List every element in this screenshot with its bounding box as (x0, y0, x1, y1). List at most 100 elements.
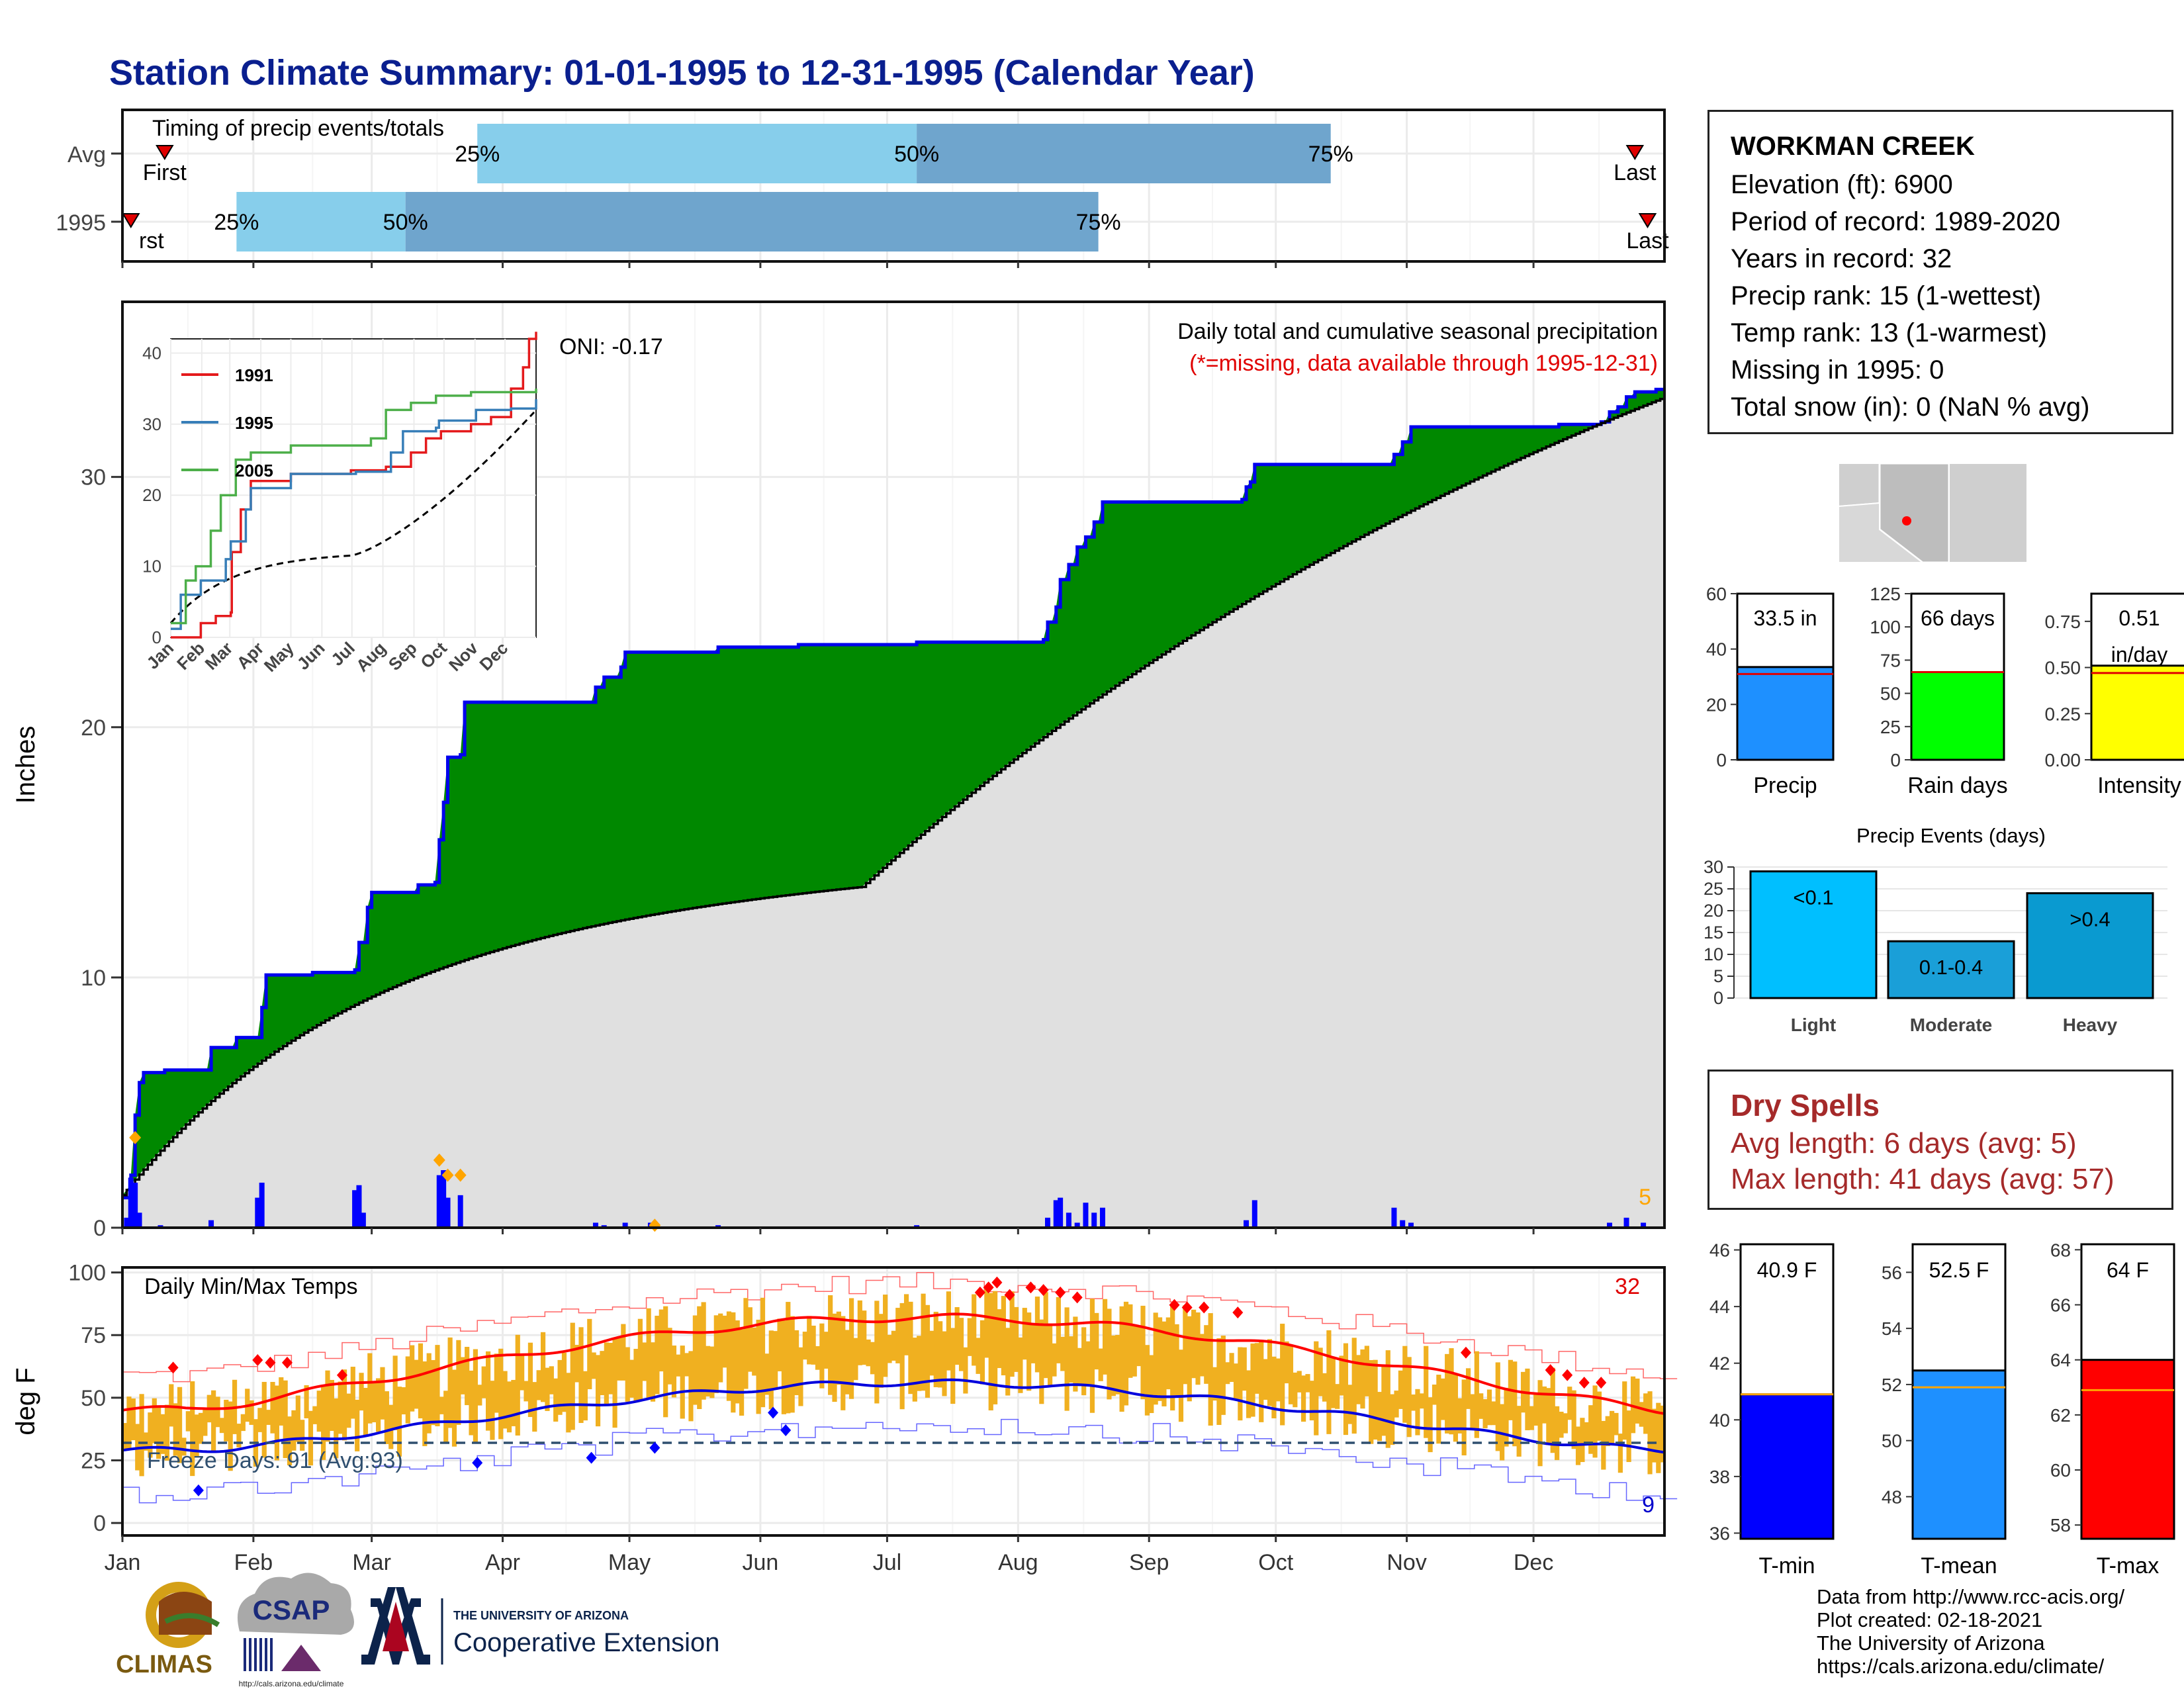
daily-temp-range-bar (1398, 1371, 1403, 1409)
temp-gauge-tick-label: 52 (1882, 1375, 1902, 1395)
daily-temp-range-bar (773, 1331, 778, 1389)
gauge-value-label: 0.51 (2118, 606, 2160, 630)
daily-precip-bar (1045, 1218, 1050, 1228)
map-region (1839, 463, 1880, 506)
gauge-tick-label: 0.50 (2045, 658, 2081, 678)
daily-temp-range-bar (1242, 1348, 1247, 1391)
daily-temp-range-bar (824, 1332, 829, 1369)
daily-temp-range-bar (1255, 1343, 1259, 1394)
daily-temp-range-bar (325, 1371, 330, 1442)
daily-temp-range-bar (1208, 1313, 1213, 1426)
daily-temp-range-bar (1551, 1368, 1555, 1453)
daily-temp-range-bar (815, 1346, 820, 1370)
daily-temp-range-bar (1018, 1338, 1023, 1393)
daily-temp-range-bar (629, 1360, 634, 1398)
daily-temp-range-bar (832, 1314, 837, 1402)
daily-temp-range-bar (372, 1382, 377, 1422)
percentile-label: 25% (214, 210, 259, 235)
daily-temp-range-bar (1310, 1381, 1314, 1420)
daily-precip-bar (259, 1183, 265, 1228)
gauge-bar (1911, 672, 2004, 760)
daily-temp-range-bar (1187, 1316, 1192, 1401)
temperature-panel-label: Daily Min/Max Temps (144, 1274, 357, 1299)
inset-chart: 010203040JanFebMarAprMayJunJulAugSepOctN… (142, 332, 536, 676)
daily-precip-bar (458, 1195, 463, 1228)
daily-temp-range-bar (612, 1338, 617, 1428)
daily-temp-range-bar (887, 1335, 891, 1363)
daily-temp-range-bar (1090, 1299, 1095, 1412)
daily-temp-range-bar (1647, 1391, 1652, 1474)
precip-event-category: Moderate (1910, 1015, 1992, 1035)
daily-temp-range-bar (503, 1371, 508, 1429)
gauge-bar (2091, 666, 2184, 760)
daily-temp-range-bar (296, 1396, 300, 1442)
daily-temp-range-bar (257, 1408, 262, 1432)
daily-temp-range-bar (1195, 1312, 1200, 1385)
daily-temp-range-bar (1204, 1325, 1208, 1384)
percentile-label: 75% (1076, 210, 1121, 235)
temp-gauge-tick-label: 38 (1709, 1467, 1730, 1487)
daily-temp-range-bar (1449, 1348, 1453, 1434)
daily-temp-range-bar (1293, 1373, 1297, 1407)
daily-temp-range-bar (262, 1382, 267, 1458)
dry-spells-avg: Avg length: 6 days (avg: 5) (1731, 1126, 2171, 1162)
daily-temp-range-bar (934, 1312, 938, 1387)
daily-temp-range-bar (578, 1327, 583, 1423)
daily-temp-range-bar (1483, 1399, 1488, 1428)
first-label: rst (139, 228, 164, 253)
daily-temp-range-bar (1149, 1355, 1154, 1413)
daily-temp-range-bar (642, 1342, 647, 1381)
credit-line: Data from http://www.rcc-acis.org/ (1817, 1585, 2124, 1608)
daily-temp-range-bar (1369, 1360, 1373, 1444)
daily-temp-range-bar (592, 1352, 596, 1379)
daily-temp-range-bar (241, 1414, 246, 1431)
month-tick-label: Jan (105, 1550, 141, 1575)
y-tick-label: 30 (81, 465, 106, 490)
daily-precip-bar (1252, 1200, 1257, 1228)
daily-temp-range-bar (443, 1391, 448, 1442)
daily-temp-range-bar (511, 1380, 516, 1426)
daily-temp-range-bar (1559, 1412, 1563, 1438)
daily-temp-range-bar (456, 1340, 461, 1425)
daily-temp-range-bar (718, 1314, 723, 1383)
gauge-bar (1737, 667, 1833, 760)
daily-temp-range-bar (351, 1367, 355, 1418)
daily-temp-range-bar (1154, 1312, 1158, 1404)
daily-temp-range-bar (1424, 1346, 1428, 1438)
y-tick-label: 10 (81, 966, 106, 991)
month-tick-label: Dec (1514, 1550, 1553, 1575)
station-location-dot (1902, 516, 1911, 526)
daily-temp-range-bar (1352, 1338, 1357, 1434)
daily-temp-range-bar (1044, 1292, 1048, 1378)
precip-event-category: Heavy (2063, 1015, 2118, 1035)
daily-temp-range-bar (596, 1355, 600, 1426)
daily-temp-range-bar (1390, 1394, 1394, 1445)
daily-temp-range-bar (1124, 1302, 1128, 1406)
inset-y-tick-label: 10 (142, 557, 161, 576)
daily-temp-range-bar (1517, 1406, 1522, 1457)
daily-temp-range-bar (211, 1391, 216, 1451)
daily-temp-range-bar (1601, 1421, 1606, 1470)
daily-temp-range-bar (220, 1418, 224, 1433)
daily-temp-range-bar (756, 1320, 761, 1414)
station-detail-line: Temp rank: 13 (1-warmest) (1731, 314, 2171, 351)
temp-gauge-tick-label: 46 (1709, 1240, 1730, 1261)
y-tick-label: 75 (81, 1323, 106, 1348)
daily-temp-range-bar (541, 1332, 545, 1402)
daily-temp-range-bar (925, 1305, 930, 1398)
daily-temp-range-bar (1381, 1365, 1386, 1436)
daily-temp-range-bar (803, 1332, 807, 1359)
temp-gauge-tick-label: 64 (2050, 1350, 2071, 1371)
daily-temp-range-bar (908, 1302, 913, 1394)
daily-temp-range-bar (1179, 1349, 1183, 1422)
temp-gauge-value-label: 52.5 F (1929, 1258, 1989, 1282)
daily-temp-range-bar (469, 1371, 473, 1436)
daily-temp-range-bar (1001, 1296, 1006, 1375)
precip-events-chart: Precip Events (days)051015202530<0.1Ligh… (1704, 824, 2167, 1035)
y-tick-label: 100 (68, 1261, 106, 1286)
month-tick-label: Aug (998, 1550, 1038, 1575)
daily-temp-range-bar (338, 1381, 343, 1434)
timing-row-label: 1995 (56, 210, 106, 236)
